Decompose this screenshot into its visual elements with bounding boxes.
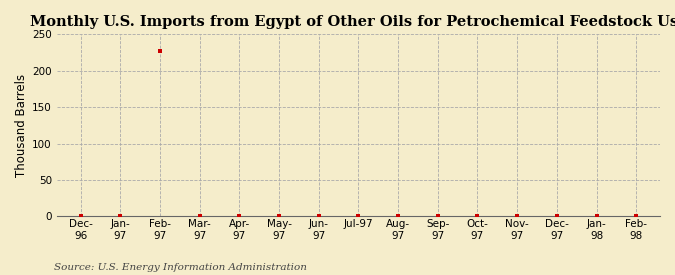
Title: Monthly U.S. Imports from Egypt of Other Oils for Petrochemical Feedstock Use: Monthly U.S. Imports from Egypt of Other… bbox=[30, 15, 675, 29]
Text: Source: U.S. Energy Information Administration: Source: U.S. Energy Information Administ… bbox=[54, 263, 307, 272]
Y-axis label: Thousand Barrels: Thousand Barrels bbox=[15, 74, 28, 177]
